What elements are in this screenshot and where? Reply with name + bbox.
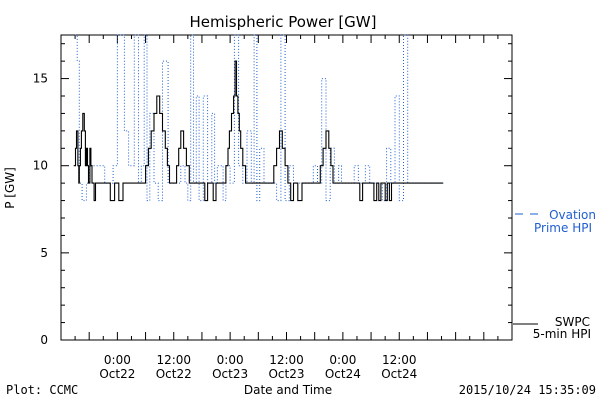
x-axis-label: Date and Time	[244, 383, 332, 397]
chart-title: Hemispheric Power [GW]	[190, 13, 377, 31]
y-tick-label: 0	[40, 333, 48, 347]
legend-swpc-label: 5-min HPI	[533, 327, 591, 341]
x-tick-date-label: Oct22	[156, 367, 192, 381]
x-tick-time-label: 12:00	[156, 353, 191, 367]
x-tick-date-label: Oct23	[212, 367, 248, 381]
series-line-swpc	[73, 60, 443, 202]
y-axis: 0 5 10 15	[33, 43, 512, 347]
y-tick-label: 10	[33, 159, 48, 173]
x-tick-time-label: 12:00	[269, 353, 304, 367]
series-layer	[73, 34, 445, 202]
x-tick-time-label: 0:00	[217, 353, 244, 367]
legend-ovation-label: Ovation	[549, 208, 596, 222]
x-tick-date-label: Oct22	[99, 367, 135, 381]
legend-ovation-label: Prime HPI	[534, 221, 592, 235]
y-tick-label: 5	[40, 246, 48, 260]
x-tick-date-label: Oct24	[381, 367, 417, 381]
series-line-ovation	[75, 34, 445, 202]
x-axis: 0:00Oct2212:00Oct220:00Oct2312:00Oct230:…	[60, 35, 513, 381]
y-axis-label: P [GW]	[3, 167, 17, 209]
plot-credit: Plot: CCMC	[6, 383, 78, 397]
x-tick-date-label: Oct23	[268, 367, 304, 381]
x-tick-time-label: 12:00	[382, 353, 417, 367]
x-tick-time-label: 0:00	[329, 353, 356, 367]
plot-frame	[60, 34, 513, 341]
timestamp: 2015/10/24 15:35:09	[459, 383, 596, 397]
y-tick-label: 15	[33, 72, 48, 86]
legend-swpc-label: SWPC	[555, 315, 590, 329]
x-tick-date-label: Oct24	[325, 367, 361, 381]
x-tick-time-label: 0:00	[104, 353, 131, 367]
